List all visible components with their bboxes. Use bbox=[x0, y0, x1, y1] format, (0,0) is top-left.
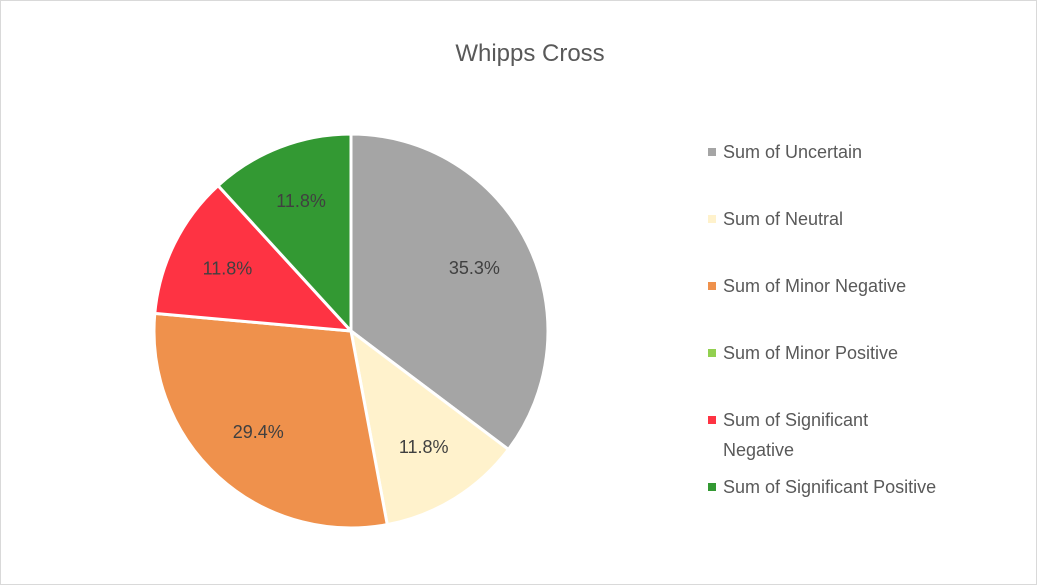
legend-swatch bbox=[708, 349, 716, 357]
pie-slice bbox=[152, 311, 390, 530]
pie-slice bbox=[349, 132, 550, 452]
slice-label: 29.4% bbox=[233, 422, 284, 442]
legend-swatch bbox=[708, 483, 716, 491]
legend-item: Sum of Significant Positive bbox=[708, 472, 936, 502]
slice-label: 35.3% bbox=[449, 258, 500, 278]
pie-slice bbox=[348, 327, 511, 527]
legend-label: Sum of Minor Positive bbox=[723, 343, 899, 363]
pie-slice bbox=[215, 132, 353, 335]
legend-label: Sum of Neutral bbox=[723, 209, 844, 229]
legend-item: Sum of Neutral bbox=[708, 204, 843, 234]
legend-label: Sum of Significant Positive bbox=[723, 477, 937, 497]
slice-label: 11.8% bbox=[276, 191, 326, 211]
legend-swatch bbox=[708, 148, 716, 156]
legend-item: Sum of Significant Negative bbox=[708, 405, 943, 465]
legend-swatch bbox=[708, 416, 716, 424]
pie-slice bbox=[153, 183, 355, 333]
legend-label: Sum of Significant Negative bbox=[723, 410, 869, 460]
legend-label: Sum of Minor Negative bbox=[723, 276, 907, 296]
legend-swatch bbox=[708, 282, 716, 290]
slice-label: 11.8% bbox=[399, 437, 449, 457]
slice-label: 11.8% bbox=[203, 259, 253, 279]
legend-item: Sum of Minor Positive bbox=[708, 338, 898, 368]
legend-item: Sum of Uncertain bbox=[708, 137, 862, 167]
chart-title: Whipps Cross bbox=[455, 40, 604, 67]
legend-swatch bbox=[708, 215, 716, 223]
legend-item: Sum of Minor Negative bbox=[708, 271, 906, 301]
legend-label: Sum of Uncertain bbox=[723, 142, 863, 162]
